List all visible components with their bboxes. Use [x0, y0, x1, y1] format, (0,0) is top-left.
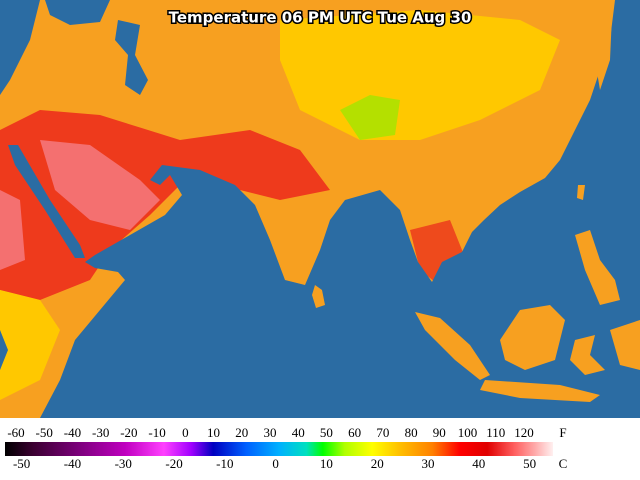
f-tick-label: -10: [148, 425, 165, 440]
island: [500, 305, 565, 370]
sea: [8, 145, 85, 258]
unit-label: F: [559, 425, 566, 440]
sea: [115, 20, 148, 95]
c-tick-label: 20: [371, 456, 384, 471]
island: [312, 285, 325, 308]
island: [610, 320, 640, 370]
island: [570, 335, 605, 375]
f-tick-label: -30: [92, 425, 109, 440]
f-tick-label: 70: [376, 425, 389, 440]
c-tick-label: 50: [523, 456, 536, 471]
island: [577, 185, 585, 200]
c-tick-label: -30: [115, 456, 132, 471]
f-tick-label: 80: [405, 425, 418, 440]
c-tick-label: 0: [272, 456, 279, 471]
f-tick-label: 10: [207, 425, 220, 440]
c-tick-label: -50: [13, 456, 30, 471]
island: [415, 312, 490, 380]
c-tick-label: -40: [64, 456, 81, 471]
f-tick-label: -40: [64, 425, 81, 440]
f-tick-label: 30: [263, 425, 276, 440]
f-tick-label: 110: [486, 425, 505, 440]
f-tick-label: 60: [348, 425, 361, 440]
sea: [45, 0, 110, 25]
c-tick-label: 40: [472, 456, 485, 471]
f-tick-label: 50: [320, 425, 333, 440]
f-tick-label: 100: [458, 425, 478, 440]
f-tick-label: 120: [514, 425, 534, 440]
island: [480, 380, 600, 402]
very-hot-zone: [40, 140, 160, 230]
f-tick-label: 20: [235, 425, 248, 440]
map-area: Temperature 06 PM UTC Tue Aug 30: [0, 0, 640, 418]
f-tick-label: -60: [7, 425, 24, 440]
fahrenheit-ticks: -60 -50 -40 -30 -20 -10 0 10 20 30 40 50 60 70 80 90 100…: [7, 425, 533, 440]
color-bar: [5, 442, 553, 456]
f-tick-label: 0: [182, 425, 189, 440]
ocean: [40, 0, 640, 418]
c-tick-label: 10: [320, 456, 333, 471]
f-tick-label: -20: [120, 425, 137, 440]
very-hot-zone: [0, 190, 25, 270]
f-tick-label: 90: [433, 425, 446, 440]
lake: [0, 330, 8, 370]
f-tick-label: -50: [36, 425, 53, 440]
sea: [0, 0, 40, 95]
islands: [312, 15, 640, 402]
unit-label: C: [559, 456, 568, 471]
c-tick-label: -20: [165, 456, 182, 471]
c-tick-label: 30: [422, 456, 435, 471]
island: [575, 230, 620, 305]
f-tick-label: 40: [292, 425, 305, 440]
mild-zone: [340, 95, 400, 140]
c-tick-label: -10: [216, 456, 233, 471]
celsius-ticks: -50 -40 -30 -20 -10 0 10 20 30 40 50: [13, 456, 536, 471]
warm-zone: [0, 290, 60, 400]
map-title: Temperature 06 PM UTC Tue Aug 30: [169, 9, 472, 27]
island: [595, 15, 612, 90]
legend: F C -60 -50 -40 -30 -20 -10 0 10 20 30 40 50 60 70 80 9…: [0, 418, 640, 480]
